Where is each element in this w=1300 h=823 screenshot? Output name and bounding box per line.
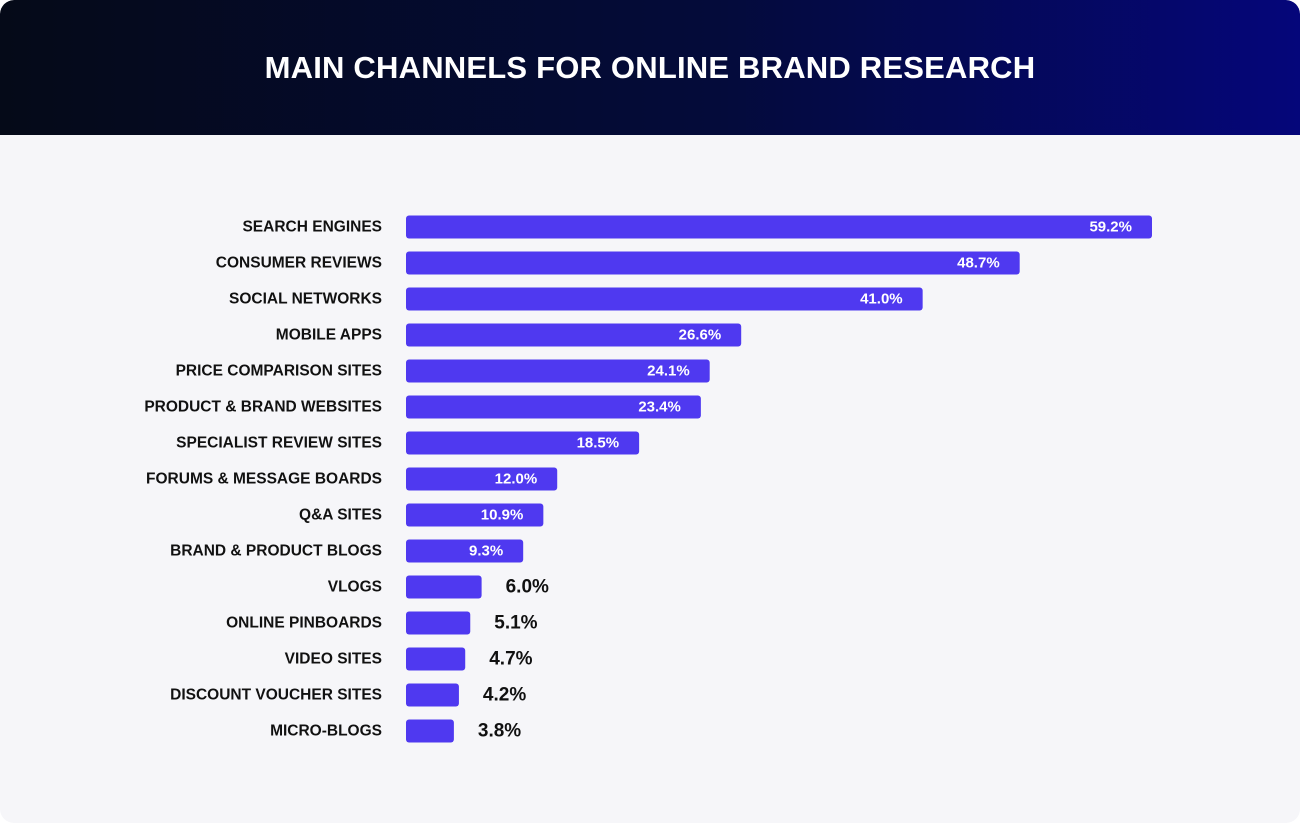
bar (406, 215, 1152, 239)
bar (406, 647, 466, 671)
value-label: 10.9% (481, 507, 524, 524)
bar-row: SEARCH ENGINES 59.2% (242, 215, 1152, 239)
chart-header: MAIN CHANNELS FOR ONLINE BRAND RESEARCH (0, 0, 1300, 135)
bar (406, 251, 1020, 275)
value-label: 5.1% (494, 613, 537, 634)
value-label: 18.5% (577, 435, 620, 452)
value-label: 4.7% (489, 649, 532, 670)
value-label: 26.6% (679, 327, 722, 344)
category-label: FORUMS & MESSAGE BOARDS (146, 471, 382, 488)
category-label: CONSUMER REVIEWS (216, 255, 382, 272)
bar-row: VIDEO SITES 4.7% (285, 647, 533, 671)
category-label: VLOGS (328, 579, 382, 596)
category-label: SPECIALIST REVIEW SITES (176, 435, 382, 452)
bar-row: VLOGS 6.0% (328, 575, 549, 599)
category-label: BRAND & PRODUCT BLOGS (170, 543, 382, 560)
bar (406, 611, 471, 635)
chart-title: MAIN CHANNELS FOR ONLINE BRAND RESEARCH (264, 49, 1036, 85)
bar-row: PRICE COMPARISON SITES 24.1% (176, 359, 710, 383)
bar (406, 431, 640, 455)
category-label: SEARCH ENGINES (242, 219, 382, 236)
value-label: 59.2% (1089, 219, 1132, 236)
bar (406, 287, 923, 311)
value-label: 9.3% (469, 543, 503, 560)
bar (406, 359, 710, 383)
bar (406, 323, 742, 347)
bar-row: PRODUCT & BRAND WEBSITES 23.4% (144, 395, 701, 419)
bar-row: FORUMS & MESSAGE BOARDS 12.0% (146, 467, 558, 491)
bar (406, 575, 482, 599)
value-label: 23.4% (638, 399, 681, 416)
bar (406, 467, 558, 491)
value-label: 6.0% (506, 577, 549, 598)
value-label: 3.8% (478, 721, 521, 742)
bar-row: BRAND & PRODUCT BLOGS 9.3% (170, 539, 524, 563)
category-label: MICRO-BLOGS (270, 723, 382, 740)
category-label: PRICE COMPARISON SITES (176, 363, 382, 380)
bar-row: DISCOUNT VOUCHER SITES 4.2% (170, 683, 526, 707)
value-label: 24.1% (647, 363, 690, 380)
bar-row: SOCIAL NETWORKS 41.0% (229, 287, 923, 311)
category-label: Q&A SITES (299, 507, 382, 524)
category-label: DISCOUNT VOUCHER SITES (170, 687, 382, 704)
category-label: SOCIAL NETWORKS (229, 291, 382, 308)
value-label: 12.0% (495, 471, 538, 488)
value-label: 48.7% (957, 255, 1000, 272)
category-label: ONLINE PINBOARDS (226, 615, 382, 632)
bar (406, 719, 454, 743)
bar-row: SPECIALIST REVIEW SITES 18.5% (176, 431, 640, 455)
bar (406, 503, 544, 527)
bar-row: CONSUMER REVIEWS 48.7% (216, 251, 1020, 275)
category-label: PRODUCT & BRAND WEBSITES (144, 399, 382, 416)
value-label: 41.0% (860, 291, 903, 308)
bar (406, 539, 524, 563)
bar-row: Q&A SITES 10.9% (299, 503, 544, 527)
bar (406, 395, 701, 419)
bar-row: ONLINE PINBOARDS 5.1% (226, 611, 538, 635)
value-label: 4.2% (483, 685, 526, 706)
bar (406, 683, 459, 707)
category-label: VIDEO SITES (285, 651, 382, 668)
bar-row: MICRO-BLOGS 3.8% (270, 719, 521, 743)
bar-row: MOBILE APPS 26.6% (276, 323, 742, 347)
category-label: MOBILE APPS (276, 327, 382, 344)
